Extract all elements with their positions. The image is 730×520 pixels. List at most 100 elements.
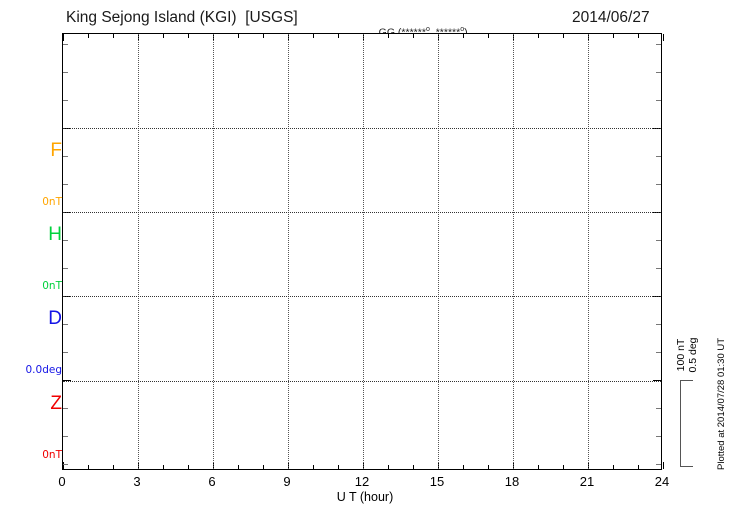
y-axis-tick (63, 44, 68, 45)
component-label-z: Z 0nT (42, 358, 62, 480)
y-axis-tick (63, 352, 68, 353)
x-axis-tick (188, 465, 189, 469)
scale-bar (680, 380, 694, 467)
x-axis-tick (263, 465, 264, 469)
geo-suffix: ) (464, 27, 468, 39)
plotted-at-timestamp: Plotted at 2014/07/28 01:30 UT (716, 337, 727, 470)
x-axis-tick-top (388, 34, 389, 38)
y-axis-tick (63, 436, 68, 437)
baseline-gridline-h (63, 212, 661, 213)
vertical-gridline (288, 34, 289, 469)
component-label-f: F 0nT (42, 105, 62, 227)
x-axis-tick-top (338, 34, 339, 38)
chart-header: King Sejong Island (KGI) [USGS] GG (****… (0, 0, 730, 39)
baseline-gridline-z (63, 381, 661, 382)
component-letter-h: H (48, 224, 62, 245)
x-axis-tick (238, 465, 239, 469)
x-axis-tick-label: 24 (654, 474, 670, 489)
y-axis-tick (63, 268, 68, 269)
x-axis-tick (463, 465, 464, 469)
y-axis-tick-right (656, 436, 661, 437)
component-letter-d: D (48, 308, 62, 329)
x-axis-tick-top (463, 34, 464, 38)
x-axis-tick-label: 15 (429, 474, 445, 489)
component-label-h: H 0nT (42, 189, 62, 311)
vertical-gridline (588, 34, 589, 469)
scale-bar-bottom-cap (680, 466, 693, 467)
vertical-gridline (138, 34, 139, 469)
x-axis-tick (63, 462, 64, 469)
scale-bar-label: 100 nT 0.5 deg (675, 320, 699, 390)
component-unit-h: 0nT (42, 280, 62, 292)
baseline-gridline-f (63, 128, 661, 129)
y-axis-tick-right (656, 156, 661, 157)
x-axis-tick (413, 465, 414, 469)
x-axis-tick-top (538, 34, 539, 38)
y-axis-tick-right (656, 100, 661, 101)
x-axis-tick-label: 3 (133, 474, 141, 489)
x-axis-tick-top (88, 34, 89, 38)
scale-magnitude-label: 100 nT (675, 338, 687, 372)
x-axis-tick (163, 465, 164, 469)
y-axis-tick-right (656, 464, 661, 465)
y-axis-tick (63, 100, 68, 101)
y-axis-tick-right (656, 324, 661, 325)
x-axis-tick (113, 465, 114, 469)
component-label-d: D 0.0deg (26, 273, 63, 395)
geo-separator: , (430, 27, 436, 39)
component-unit-d: 0.0deg (25, 364, 63, 376)
y-axis-tick (63, 464, 68, 465)
observation-date: 2014/06/27 (572, 9, 650, 26)
vertical-gridline (363, 34, 364, 469)
y-axis-tick (63, 184, 68, 185)
y-axis-tick (63, 156, 68, 157)
y-axis-tick-right (656, 408, 661, 409)
y-axis-tick-right (656, 268, 661, 269)
degree-symbol-lon: o (460, 26, 465, 33)
vertical-gridline (213, 34, 214, 469)
x-axis-tick-top (313, 34, 314, 38)
x-axis-tick (663, 462, 664, 469)
y-axis-tick-right (653, 380, 661, 381)
x-axis-tick (613, 465, 614, 469)
y-axis-tick (63, 240, 68, 241)
component-unit-z: 0nT (42, 449, 62, 461)
y-axis-tick-right (656, 352, 661, 353)
x-axis-tick (388, 465, 389, 469)
x-axis-tick-label: 18 (504, 474, 520, 489)
x-axis-tick (88, 465, 89, 469)
y-axis-tick (63, 72, 68, 73)
y-axis-tick (63, 380, 71, 381)
x-axis-tick-top (413, 34, 414, 38)
x-axis-tick-top (238, 34, 239, 38)
y-axis-tick (63, 324, 68, 325)
x-axis-tick-label: 6 (208, 474, 216, 489)
y-axis-tick (63, 408, 68, 409)
y-axis-tick-right (656, 72, 661, 73)
baseline-gridline-d (63, 296, 661, 297)
x-axis-tick-top (113, 34, 114, 38)
x-axis-tick-top (188, 34, 189, 38)
x-axis-tick-top (663, 34, 664, 41)
y-axis-tick-right (656, 44, 661, 45)
x-axis-tick-top (638, 34, 639, 38)
x-axis-tick (638, 465, 639, 469)
x-axis-tick-top (263, 34, 264, 38)
x-axis-title: U T (hour) (336, 490, 394, 504)
degree-symbol-lat: o (425, 26, 430, 33)
component-unit-f: 0nT (42, 196, 62, 208)
magnetogram-plot-area (62, 33, 664, 470)
scale-bar-top-cap (680, 380, 693, 381)
component-letter-f: F (50, 140, 62, 161)
x-axis-tick (488, 465, 489, 469)
x-axis-tick-top (563, 34, 564, 38)
x-axis-tick-top (163, 34, 164, 38)
x-axis-tick-label: 12 (354, 474, 370, 489)
component-letter-z: Z (50, 393, 62, 414)
x-axis-tick-label: 0 (58, 474, 66, 489)
x-axis-tick (538, 465, 539, 469)
page-title: King Sejong Island (KGI) [USGS] (66, 9, 298, 26)
x-axis-tick (563, 465, 564, 469)
x-axis-tick-top (63, 34, 64, 41)
x-axis-tick (338, 465, 339, 469)
